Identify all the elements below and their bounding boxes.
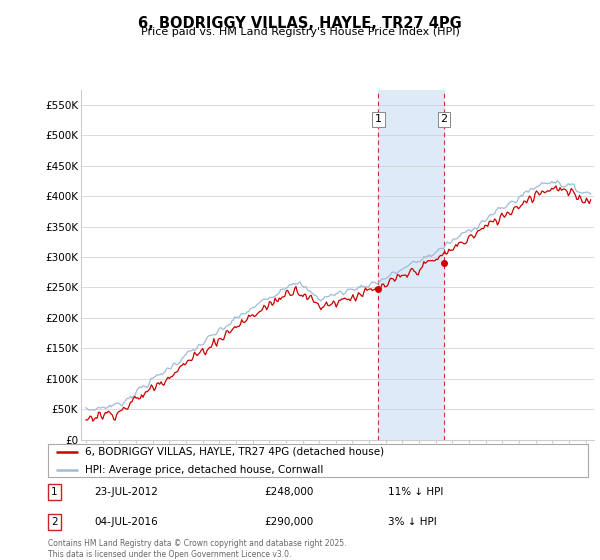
- Text: Contains HM Land Registry data © Crown copyright and database right 2025.
This d: Contains HM Land Registry data © Crown c…: [48, 539, 347, 559]
- Text: 6, BODRIGGY VILLAS, HAYLE, TR27 4PG: 6, BODRIGGY VILLAS, HAYLE, TR27 4PG: [138, 16, 462, 31]
- Text: 04-JUL-2016: 04-JUL-2016: [94, 517, 158, 528]
- Text: HPI: Average price, detached house, Cornwall: HPI: Average price, detached house, Corn…: [85, 465, 323, 475]
- Text: 1: 1: [375, 114, 382, 124]
- Text: 3% ↓ HPI: 3% ↓ HPI: [388, 517, 437, 528]
- Text: Price paid vs. HM Land Registry's House Price Index (HPI): Price paid vs. HM Land Registry's House …: [140, 27, 460, 37]
- Text: £290,000: £290,000: [264, 517, 313, 528]
- Text: 2: 2: [51, 517, 58, 528]
- Text: 1: 1: [51, 487, 58, 497]
- Text: 23-JUL-2012: 23-JUL-2012: [94, 487, 158, 497]
- Text: £248,000: £248,000: [264, 487, 313, 497]
- Text: 2: 2: [440, 114, 448, 124]
- Text: 6, BODRIGGY VILLAS, HAYLE, TR27 4PG (detached house): 6, BODRIGGY VILLAS, HAYLE, TR27 4PG (det…: [85, 447, 384, 457]
- Bar: [379, 90, 444, 440]
- Text: 11% ↓ HPI: 11% ↓ HPI: [388, 487, 443, 497]
